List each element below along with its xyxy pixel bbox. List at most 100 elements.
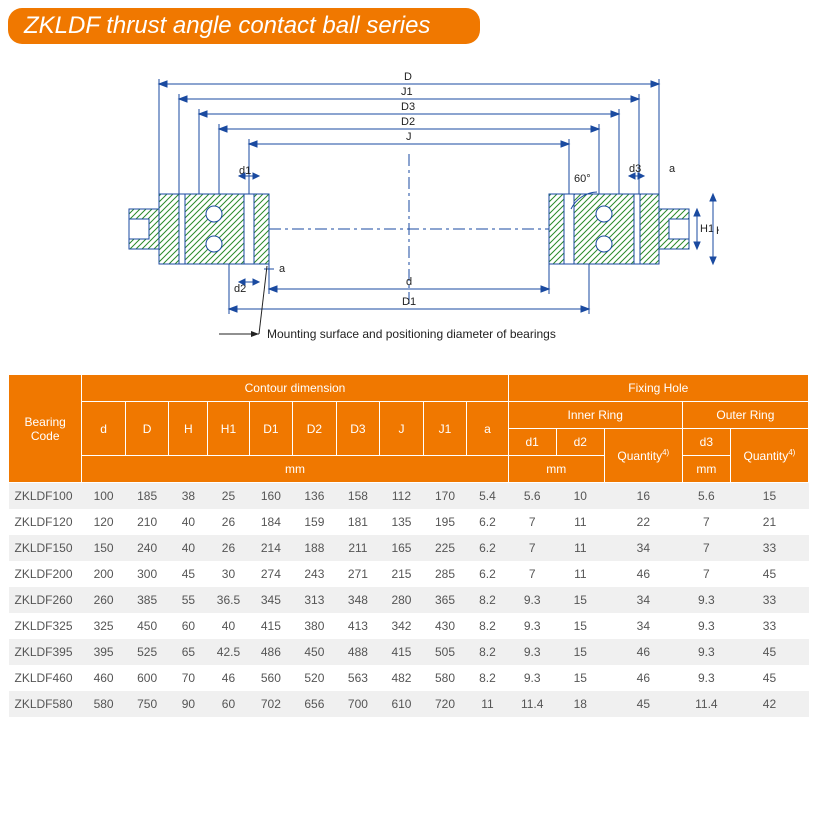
col-inner-qty: Quantity4) xyxy=(604,429,682,483)
cell-d: 395 xyxy=(82,639,126,665)
cell-D1: 274 xyxy=(249,561,293,587)
dim-a-left: a xyxy=(279,263,286,275)
bearing-diagram: D J1 D3 D2 J xyxy=(99,64,719,354)
cell-H1: 36.5 xyxy=(208,587,249,613)
cell-d1: 9.3 xyxy=(508,613,556,639)
cell-a: 6.2 xyxy=(467,535,508,561)
cell-iq: 16 xyxy=(604,483,682,510)
dim-D2: D2 xyxy=(401,116,415,128)
diagram-container: D J1 D3 D2 J xyxy=(8,64,809,354)
cell-code: ZKLDF325 xyxy=(9,613,82,639)
cell-J1: 195 xyxy=(423,509,467,535)
col-contour: Contour dimension xyxy=(82,375,508,402)
cell-a: 5.4 xyxy=(467,483,508,510)
dim-D1: D1 xyxy=(402,296,416,308)
cell-d3: 5.6 xyxy=(682,483,730,510)
table-row: ZKLDF2602603855536.53453133482803658.29.… xyxy=(9,587,809,613)
cell-code: ZKLDF260 xyxy=(9,587,82,613)
cell-d1: 9.3 xyxy=(508,639,556,665)
col-fixing: Fixing Hole xyxy=(508,375,808,402)
cell-D3: 158 xyxy=(336,483,380,510)
cell-code: ZKLDF395 xyxy=(9,639,82,665)
cell-J: 215 xyxy=(380,561,424,587)
cell-H: 38 xyxy=(169,483,208,510)
cell-J: 135 xyxy=(380,509,424,535)
cell-code: ZKLDF200 xyxy=(9,561,82,587)
cell-d3: 9.3 xyxy=(682,665,730,691)
cell-oq: 45 xyxy=(730,561,808,587)
cell-a: 6.2 xyxy=(467,509,508,535)
cell-iq: 46 xyxy=(604,665,682,691)
col-D2: D2 xyxy=(293,402,337,456)
cell-H1: 26 xyxy=(208,509,249,535)
cell-d3: 9.3 xyxy=(682,587,730,613)
dim-D: D xyxy=(404,71,412,83)
cell-H1: 26 xyxy=(208,535,249,561)
cell-d3: 7 xyxy=(682,535,730,561)
cell-D2: 136 xyxy=(293,483,337,510)
cell-H: 90 xyxy=(169,691,208,717)
table-row: ZKLDF20020030045302742432712152856.27114… xyxy=(9,561,809,587)
cell-D1: 345 xyxy=(249,587,293,613)
cell-d1: 9.3 xyxy=(508,665,556,691)
col-mm-contour: mm xyxy=(82,456,508,483)
cell-oq: 45 xyxy=(730,665,808,691)
table-header: Bearing Code Contour dimension Fixing Ho… xyxy=(9,375,809,483)
dim-a-right: a xyxy=(669,163,676,175)
col-d3: d3 xyxy=(682,429,730,456)
cell-J: 112 xyxy=(380,483,424,510)
cell-d2: 11 xyxy=(556,509,604,535)
col-d1: d1 xyxy=(508,429,556,456)
cell-J1: 170 xyxy=(423,483,467,510)
col-d2: d2 xyxy=(556,429,604,456)
cell-D2: 243 xyxy=(293,561,337,587)
cell-D2: 380 xyxy=(293,613,337,639)
table-row: ZKLDF32532545060404153804133424308.29.31… xyxy=(9,613,809,639)
col-a: a xyxy=(467,402,508,456)
cell-D2: 188 xyxy=(293,535,337,561)
cell-d3: 9.3 xyxy=(682,613,730,639)
cell-J1: 285 xyxy=(423,561,467,587)
col-mm-inner: mm xyxy=(508,456,604,483)
cell-d1: 11.4 xyxy=(508,691,556,717)
cell-H: 40 xyxy=(169,509,208,535)
cell-J1: 225 xyxy=(423,535,467,561)
cell-oq: 33 xyxy=(730,587,808,613)
dim-J1: J1 xyxy=(401,86,413,98)
cell-J1: 580 xyxy=(423,665,467,691)
table-body: ZKLDF10010018538251601361581121705.45.61… xyxy=(9,483,809,718)
cell-d2: 18 xyxy=(556,691,604,717)
cell-d: 580 xyxy=(82,691,126,717)
dim-d: d xyxy=(406,276,412,288)
table-row: ZKLDF15015024040262141882111652256.27113… xyxy=(9,535,809,561)
cell-iq: 22 xyxy=(604,509,682,535)
col-J1: J1 xyxy=(423,402,467,456)
cell-D: 185 xyxy=(125,483,169,510)
cell-D3: 563 xyxy=(336,665,380,691)
spec-table: Bearing Code Contour dimension Fixing Ho… xyxy=(8,374,809,717)
table-row: ZKLDF3953955256542.54864504884155058.29.… xyxy=(9,639,809,665)
cell-d: 325 xyxy=(82,613,126,639)
cell-D: 240 xyxy=(125,535,169,561)
dim-H1: H1 xyxy=(700,223,714,235)
col-mm-outer: mm xyxy=(682,456,730,483)
cell-d2: 15 xyxy=(556,639,604,665)
cell-H: 55 xyxy=(169,587,208,613)
cell-D: 300 xyxy=(125,561,169,587)
cell-D3: 700 xyxy=(336,691,380,717)
cell-d2: 11 xyxy=(556,561,604,587)
cell-J: 610 xyxy=(380,691,424,717)
cell-a: 8.2 xyxy=(467,587,508,613)
cell-D2: 313 xyxy=(293,587,337,613)
cell-D1: 560 xyxy=(249,665,293,691)
cell-D3: 488 xyxy=(336,639,380,665)
cell-d1: 5.6 xyxy=(508,483,556,510)
cell-J1: 720 xyxy=(423,691,467,717)
dim-angle: 60° xyxy=(574,173,591,185)
cell-d: 200 xyxy=(82,561,126,587)
cell-a: 8.2 xyxy=(467,639,508,665)
cell-a: 6.2 xyxy=(467,561,508,587)
cell-D3: 413 xyxy=(336,613,380,639)
col-d: d xyxy=(82,402,126,456)
cell-D3: 271 xyxy=(336,561,380,587)
